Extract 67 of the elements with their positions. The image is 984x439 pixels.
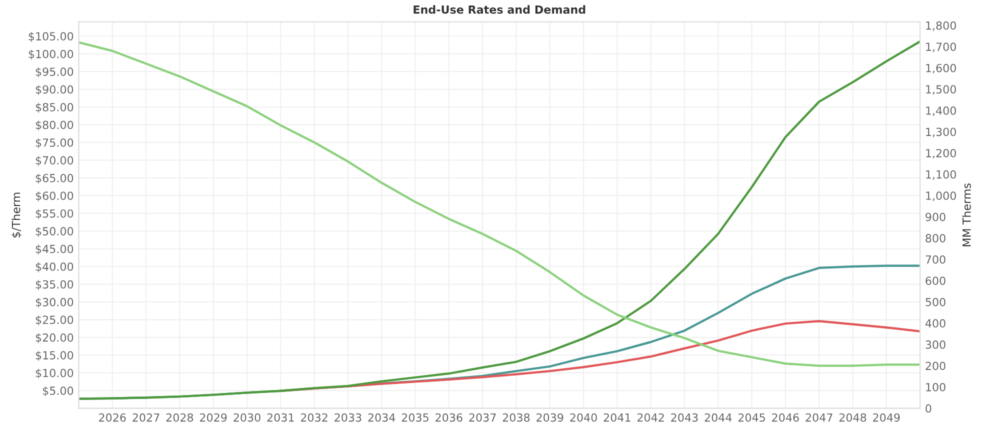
x-tick-label: 2047 [806,413,832,422]
y-tick-label: $45.00 [36,244,74,255]
y-tick-label: $50.00 [36,226,74,237]
x-tick-label: 2041 [604,413,630,422]
y-tick-label: $80.00 [36,120,74,131]
x-tick-label: 2036 [436,413,462,422]
y-tick-label: $95.00 [36,67,74,78]
y-tick-label: $5.00 [42,386,74,396]
y-tick-label: $55.00 [36,209,74,220]
y-tick-label: $10.00 [36,368,74,379]
x-tick-label: 2040 [570,413,597,422]
y2-tick-label: 600 [926,276,946,286]
x-tick-label: 2035 [402,413,428,422]
x-tick-label: 2033 [334,413,362,422]
x-tick-label: 2042 [637,413,664,422]
y2-tick-label: 800 [926,234,946,242]
x-tick-label: 2032 [300,413,328,422]
y2-tick-label: 400 [925,319,946,328]
x-tick-label: 2038 [502,413,530,422]
x-tick-label: 2045 [738,413,765,422]
y-tick-label: $90.00 [36,85,74,96]
y2-tick-label: 700 [926,255,946,264]
x-tick-label: 2031 [267,413,294,422]
y-tick-label: $20.00 [36,333,74,344]
x-tick-label: 2029 [200,413,227,422]
y2-tick-label: 1,000 [926,192,956,202]
y2-tick-label: 1,300 [926,128,956,138]
y2-tick-label: 1,200 [926,148,956,159]
x-tick-label: 2030 [234,413,260,422]
x-tick-label: 2027 [132,413,160,422]
x-tick-label: 2048 [839,413,866,422]
y2-tick-label: 300 [926,340,946,349]
y-tick-label: $30.00 [36,298,74,308]
y2-tick-label: 1,800 [926,21,956,31]
y-axis-title: $/Therm [12,192,22,238]
y-tick-label: $35.00 [36,280,74,290]
y2-tick-label: 200 [926,362,946,370]
y-tick-label: $60.00 [36,191,74,202]
y-tick-label: $40.00 [36,262,74,272]
x-tick-label: 2037 [469,413,496,422]
y2-tick-label: 500 [926,298,946,306]
x-tick-label: 2034 [368,413,396,422]
y-tick-label: $70.00 [36,156,74,166]
y-tick-label: $105.00 [28,32,74,42]
y2-tick-label: 1,500 [926,85,956,95]
x-tick-label: 2046 [772,413,799,422]
y2-tick-label: 1,400 [926,106,956,116]
y-tick-label: $15.00 [36,350,74,361]
x-tick-label: 2039 [536,413,564,422]
y-tick-label: $75.00 [36,138,74,148]
y-tick-label: $100.00 [28,50,74,60]
y2-tick-label: 1,700 [926,42,956,52]
chart-title: End-Use Rates and Demand [414,5,586,14]
y2-tick-label: 1,100 [926,170,956,180]
x-tick-label: 2049 [873,413,900,422]
y2-tick-label: 900 [926,212,946,222]
y-tick-label: $65.00 [36,174,74,184]
y2-tick-label: 1,600 [926,64,956,74]
x-tick-label: 2043 [671,413,698,422]
y2-tick-label: 0 [926,404,932,413]
y-tick-label: $85.00 [36,102,74,113]
x-tick-label: 2044 [704,413,732,422]
y2-tick-label: 100 [926,382,946,392]
y-tick-label: $25.00 [36,315,74,326]
x-tick-label: 2028 [166,413,194,422]
x-tick-label: 2026 [99,413,126,422]
y2-axis-title: MM Therms [962,183,971,246]
